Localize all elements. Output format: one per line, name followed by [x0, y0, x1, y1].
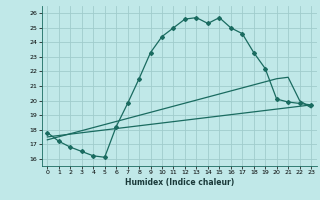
X-axis label: Humidex (Indice chaleur): Humidex (Indice chaleur)	[124, 178, 234, 187]
